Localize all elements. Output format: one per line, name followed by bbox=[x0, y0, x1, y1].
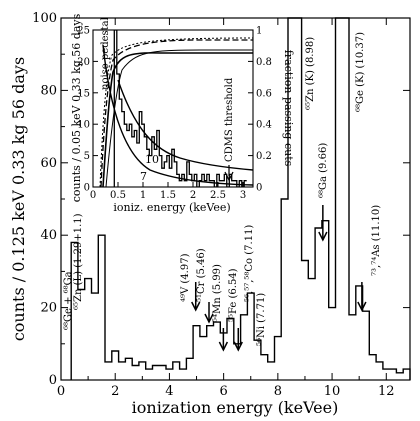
x-tick-label: 12 bbox=[378, 384, 395, 399]
annotation-ga68: ⁶⁸Ga (9.66) bbox=[318, 143, 329, 198]
annotation-co: ⁵⁶,⁵⁷,⁵⁸Co (7.11) bbox=[244, 225, 255, 302]
inset-model-curve-7 bbox=[102, 44, 253, 186]
y-tick-label: 20 bbox=[40, 301, 57, 316]
inset-ticks bbox=[92, 29, 253, 188]
main-spectrum-line bbox=[70, 17, 411, 380]
annotation-arrowhead bbox=[233, 341, 243, 352]
y-tick-label: 60 bbox=[40, 156, 57, 171]
annotation-v49: ⁴⁹V (4.97) bbox=[180, 253, 191, 302]
inset-efficiency-dashed-b bbox=[99, 37, 253, 187]
annotation-mn54: ⁵⁴Mn (5.99) bbox=[212, 264, 223, 322]
inset-model-curve-10 bbox=[117, 79, 253, 171]
inset-threshold-arrowhead bbox=[224, 171, 234, 182]
inset-y-tick-label: 15 bbox=[77, 88, 90, 99]
inset-annotation-cdms-threshold: CDMS threshold bbox=[224, 77, 235, 162]
x-tick-label: 2 bbox=[111, 384, 119, 399]
x-tick-label: 8 bbox=[274, 384, 282, 399]
main-x-axis-label: ionization energy (keVee) bbox=[132, 398, 339, 417]
inset-x-tick-label: 0 bbox=[90, 190, 96, 201]
inset-y-axis-label: counts / 0.05 keV 0.33 kg 56 days bbox=[70, 13, 83, 202]
annotation-ni56: ⁵⁶Ni (7.71) bbox=[256, 293, 267, 346]
inset-x-tick-label: 2 bbox=[190, 190, 196, 201]
inset-x-tick-label: 1 bbox=[140, 190, 146, 201]
x-tick-label: 4 bbox=[165, 384, 173, 399]
inset-x-tick-label: 1.5 bbox=[160, 190, 176, 201]
inset-y2-tick-label: 0.6 bbox=[256, 88, 272, 99]
inset-x-tick-label: 2.5 bbox=[210, 190, 226, 201]
main-ticks bbox=[60, 17, 410, 381]
inset-y-tick-label: 20 bbox=[77, 57, 90, 68]
main-annotations: ⁶⁸Ge + ⁶⁸Ga ⁶⁵Zn (L) (1.29+1.1) ⁴⁹V (4.9… bbox=[63, 32, 382, 346]
inset-background bbox=[93, 30, 253, 187]
x-tick-label: 10 bbox=[324, 384, 341, 399]
annotation-zn65-k: ⁶⁵Zn (K) (8.98) bbox=[305, 37, 316, 110]
annotation-arrowhead bbox=[357, 301, 367, 312]
annotation-cr51: ⁵¹Cr (5.46) bbox=[196, 248, 207, 302]
annotation-arrowhead bbox=[218, 341, 229, 352]
inset-annotation-noise-pedestal: noise pedestal bbox=[100, 17, 111, 90]
x-tick-label: 6 bbox=[220, 384, 228, 399]
inset-y2-axis-label: fraction passing cuts bbox=[282, 50, 295, 167]
inset-efficiency-solid-b bbox=[105, 49, 253, 187]
y-tick-label: 100 bbox=[32, 11, 57, 26]
inset-y-tick-label: 10 bbox=[77, 120, 90, 131]
annotation-ge68-ga68: ⁶⁸Ge + ⁶⁸Ga bbox=[63, 271, 74, 330]
annotation-ge68-k: ⁶⁸Ge (K) (10.37) bbox=[355, 32, 366, 112]
inset-y-tick-label: 0 bbox=[84, 183, 90, 194]
annotation-arrowhead bbox=[318, 231, 328, 242]
annotation-arrowhead bbox=[191, 301, 201, 312]
main-annotation-arrows bbox=[191, 205, 367, 352]
annotation-arrowhead bbox=[204, 313, 214, 324]
y-tick-label: 0 bbox=[49, 373, 57, 388]
annotation-as73-74: ⁷³,⁷⁴As (11.10) bbox=[371, 205, 382, 276]
x-tick-label: 0 bbox=[57, 384, 65, 399]
inset-efficiency-dashed-a bbox=[100, 39, 253, 187]
inset-y2-tick-label: 0 bbox=[256, 183, 262, 194]
inset-x-tick-label: 3 bbox=[240, 190, 246, 201]
inset-y-tick-label: 5 bbox=[84, 151, 90, 162]
y-tick-label: 80 bbox=[40, 83, 57, 98]
inset-y-tick-label: 25 bbox=[77, 26, 90, 37]
inset-annotation-10: 10 bbox=[145, 153, 159, 166]
annotation-fe55: ⁵⁵Fe (6.54) bbox=[228, 268, 239, 322]
y-tick-label: 40 bbox=[40, 228, 57, 243]
inset-x-axis-label: ioniz. energy (keVee) bbox=[113, 201, 230, 214]
inset-y2-tick-label: 0.2 bbox=[256, 151, 272, 162]
annotation-zn65-l: ⁶⁵Zn (L) (1.29+1.1) bbox=[73, 213, 84, 310]
inset-y2-tick-label: 1 bbox=[256, 26, 262, 37]
inset-x-tick-label: 0.5 bbox=[110, 190, 126, 201]
inset-frame bbox=[92, 29, 254, 188]
inset-annotation-7: 7 bbox=[140, 170, 147, 183]
inset-y2-tick-label: 0.4 bbox=[256, 120, 272, 131]
main-y-axis-label: counts / 0.125 keV 0.33 kg 56 days bbox=[9, 57, 28, 341]
inset-y2-tick-label: 0.8 bbox=[256, 57, 272, 68]
